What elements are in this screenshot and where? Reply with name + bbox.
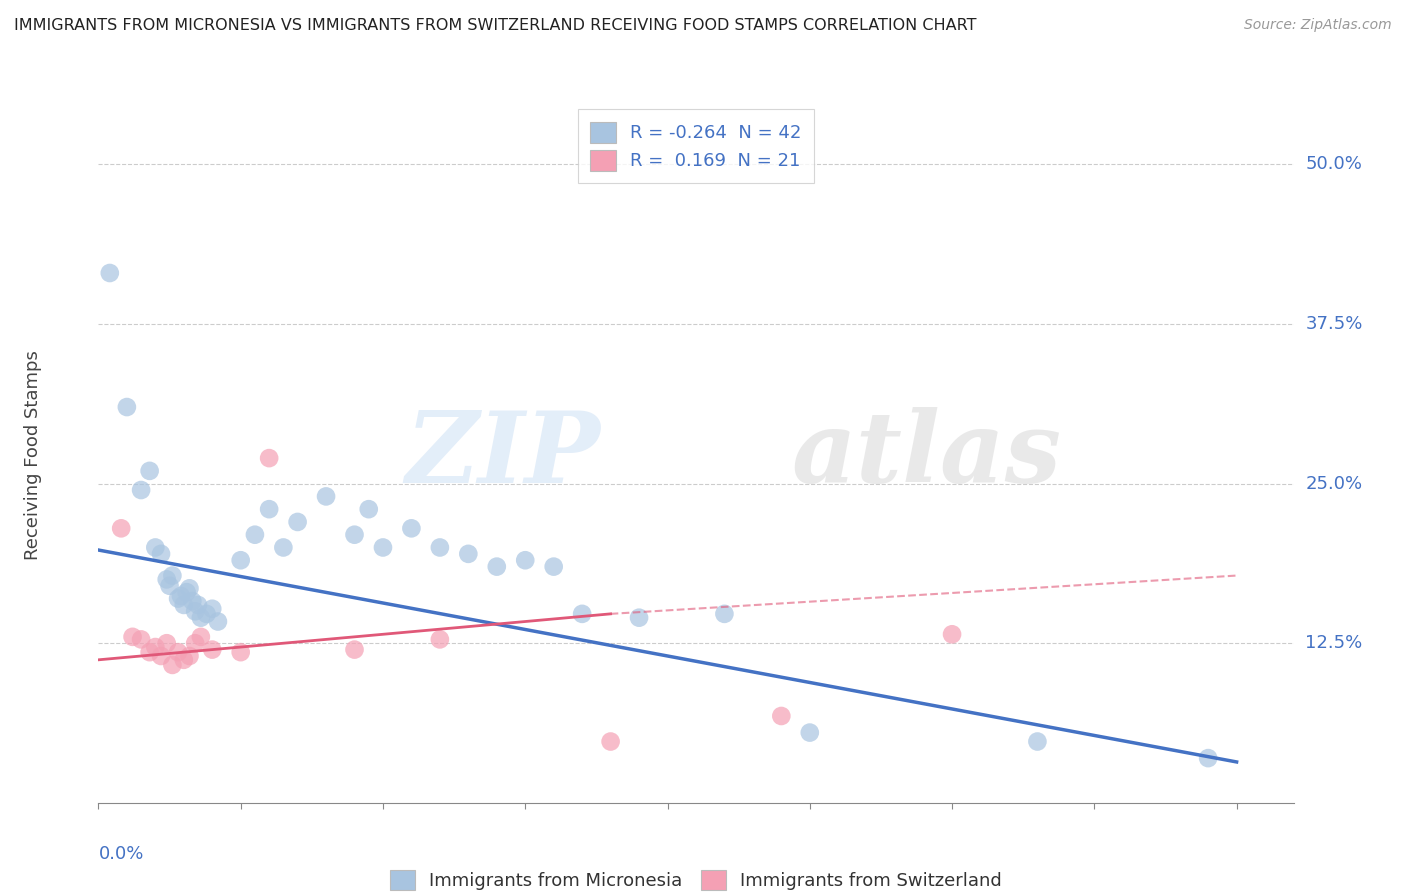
Point xyxy=(115,400,138,414)
Point xyxy=(599,734,621,748)
Point xyxy=(543,559,565,574)
Legend: Immigrants from Micronesia, Immigrants from Switzerland: Immigrants from Micronesia, Immigrants f… xyxy=(381,861,1011,892)
Text: 50.0%: 50.0% xyxy=(1305,155,1362,173)
Point xyxy=(371,541,394,555)
Point xyxy=(207,615,229,629)
Point xyxy=(195,607,218,621)
Point xyxy=(229,645,252,659)
Point xyxy=(485,559,508,574)
Text: Source: ZipAtlas.com: Source: ZipAtlas.com xyxy=(1244,18,1392,32)
Point xyxy=(150,648,173,663)
Point xyxy=(173,653,195,667)
Point xyxy=(150,547,173,561)
Point xyxy=(159,579,181,593)
Point xyxy=(287,515,309,529)
Point xyxy=(162,568,184,582)
Point xyxy=(343,527,366,541)
Point xyxy=(129,483,152,497)
Point xyxy=(315,490,337,504)
Point xyxy=(357,502,380,516)
Point xyxy=(121,630,143,644)
Point xyxy=(98,266,121,280)
Point xyxy=(156,636,179,650)
Text: 25.0%: 25.0% xyxy=(1305,475,1362,492)
Point xyxy=(401,521,423,535)
Point xyxy=(243,527,266,541)
Point xyxy=(799,725,821,739)
Point xyxy=(429,541,451,555)
Point xyxy=(190,630,212,644)
Point xyxy=(628,610,651,624)
Text: atlas: atlas xyxy=(792,407,1062,503)
Point xyxy=(167,645,190,659)
Point xyxy=(138,645,160,659)
Point xyxy=(143,640,166,654)
Point xyxy=(162,657,184,672)
Point xyxy=(179,648,201,663)
Point xyxy=(156,573,179,587)
Point xyxy=(429,632,451,647)
Point xyxy=(179,582,201,596)
Point xyxy=(257,502,280,516)
Point xyxy=(181,594,204,608)
Text: ZIP: ZIP xyxy=(405,407,600,503)
Point xyxy=(143,541,166,555)
Point xyxy=(201,601,224,615)
Point xyxy=(1197,751,1219,765)
Point xyxy=(110,521,132,535)
Text: IMMIGRANTS FROM MICRONESIA VS IMMIGRANTS FROM SWITZERLAND RECEIVING FOOD STAMPS : IMMIGRANTS FROM MICRONESIA VS IMMIGRANTS… xyxy=(14,18,977,33)
Text: Receiving Food Stamps: Receiving Food Stamps xyxy=(24,350,42,560)
Point xyxy=(457,547,479,561)
Point xyxy=(229,553,252,567)
Point xyxy=(138,464,160,478)
Point xyxy=(713,607,735,621)
Point xyxy=(201,642,224,657)
Point xyxy=(170,589,193,603)
Point xyxy=(515,553,537,567)
Point xyxy=(190,610,212,624)
Point xyxy=(167,591,190,606)
Point xyxy=(187,598,209,612)
Text: 12.5%: 12.5% xyxy=(1305,634,1362,652)
Point xyxy=(129,632,152,647)
Point xyxy=(1026,734,1049,748)
Point xyxy=(770,709,793,723)
Point xyxy=(173,598,195,612)
Point xyxy=(184,604,207,618)
Point xyxy=(343,642,366,657)
Point xyxy=(257,451,280,466)
Text: 37.5%: 37.5% xyxy=(1305,315,1362,333)
Point xyxy=(176,585,198,599)
Point xyxy=(184,636,207,650)
Point xyxy=(941,627,963,641)
Point xyxy=(571,607,593,621)
Point xyxy=(273,541,295,555)
Text: 0.0%: 0.0% xyxy=(98,845,143,863)
